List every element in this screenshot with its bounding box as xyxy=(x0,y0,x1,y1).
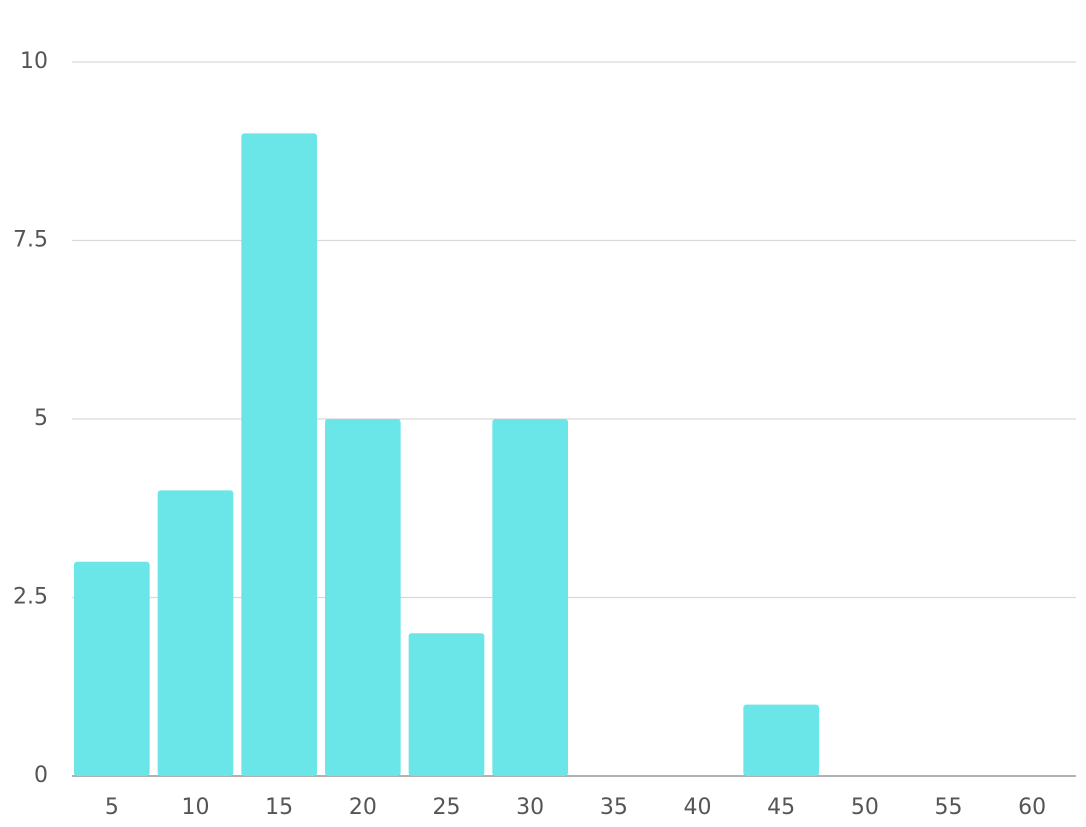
x-tick-label: 60 xyxy=(1018,795,1046,820)
y-tick-label: 0 xyxy=(34,763,48,788)
y-tick-label: 7.5 xyxy=(13,228,48,253)
y-tick-label: 2.5 xyxy=(13,585,48,610)
y-tick-label: 10 xyxy=(20,49,48,74)
x-tick-label: 35 xyxy=(600,795,628,820)
x-tick-label: 15 xyxy=(265,795,293,820)
x-tick-label: 20 xyxy=(349,795,377,820)
bar xyxy=(743,704,819,776)
bar xyxy=(408,633,485,776)
bar xyxy=(157,490,234,776)
x-tick-label: 10 xyxy=(182,795,210,820)
bar xyxy=(492,419,568,776)
bar xyxy=(74,561,150,776)
x-tick-label: 50 xyxy=(851,795,879,820)
x-tick-label: 40 xyxy=(684,795,712,820)
x-tick-label: 25 xyxy=(433,795,461,820)
x-tick-label: 55 xyxy=(935,795,963,820)
x-tick-label: 5 xyxy=(105,795,119,820)
x-tick-label: 45 xyxy=(767,795,795,820)
x-tick-label: 30 xyxy=(516,795,544,820)
y-tick-label: 5 xyxy=(34,406,48,431)
bar xyxy=(241,133,317,776)
bar xyxy=(325,419,401,776)
